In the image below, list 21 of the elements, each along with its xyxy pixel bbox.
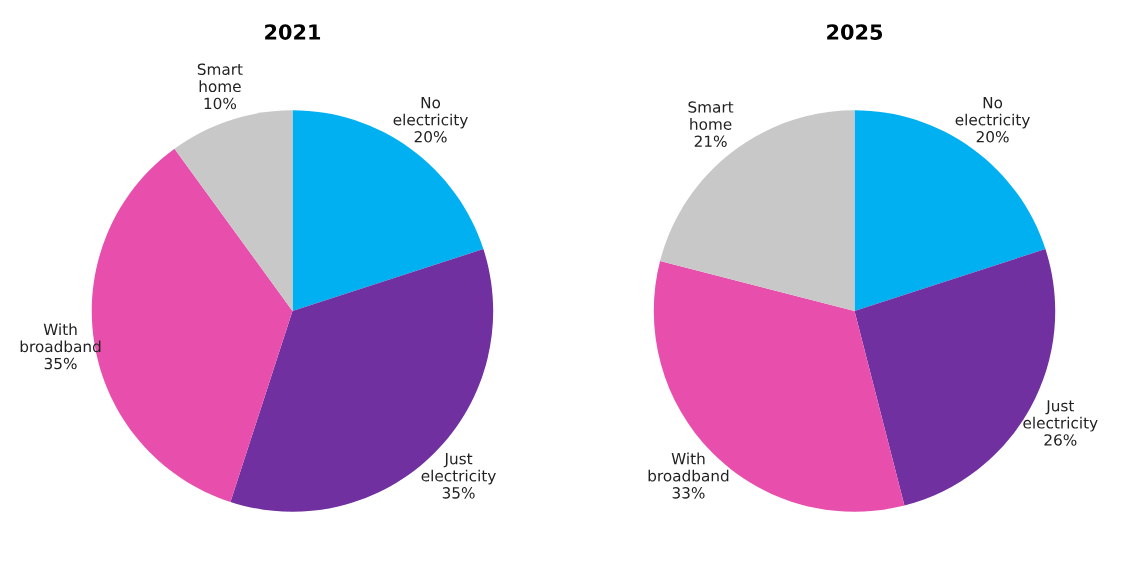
slice-label: Just electricity — [1023, 400, 1098, 432]
data-label: 26% — [1044, 434, 1077, 446]
slice-label: No electricity — [955, 97, 1030, 129]
slice-label: With broadband — [648, 452, 729, 482]
data-label: 33% — [672, 487, 705, 499]
pie-slice — [230, 249, 494, 512]
data-label: 10% — [204, 97, 237, 110]
data-label: 20% — [976, 131, 1009, 143]
data-label: 35% — [44, 357, 77, 370]
pie-slice — [174, 110, 293, 312]
pie-slice — [292, 110, 484, 312]
slice-label: Smart home — [197, 63, 243, 93]
slice-label: Smart home — [688, 101, 734, 130]
chart-title: 2021 — [265, 24, 321, 40]
data-label: 21% — [694, 135, 727, 148]
data-label: 20% — [414, 131, 447, 143]
chart-title: 2025 — [827, 24, 883, 40]
slice-label: No electricity — [393, 97, 468, 129]
data-label: 35% — [442, 487, 475, 499]
pie-slice — [854, 110, 1046, 312]
slice-label: Just electricity — [421, 453, 496, 485]
